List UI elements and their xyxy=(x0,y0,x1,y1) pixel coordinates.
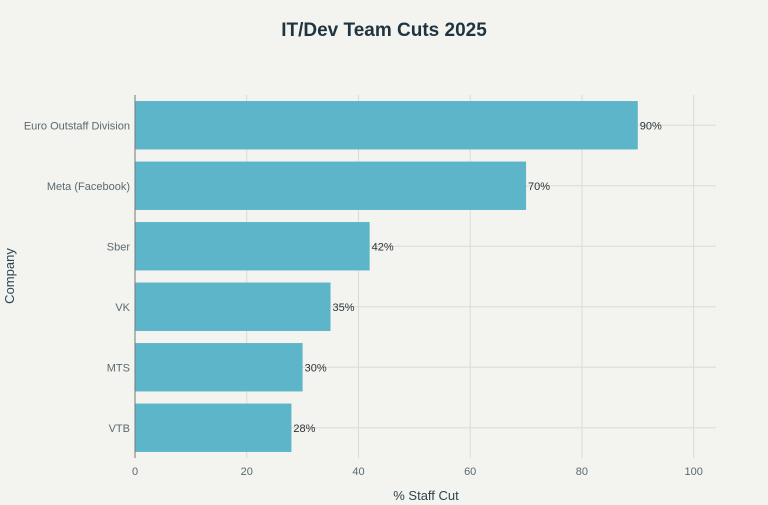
bar xyxy=(135,161,527,210)
bar xyxy=(135,222,370,271)
bar xyxy=(135,343,303,392)
category-label: Sber xyxy=(107,241,131,253)
data-label: 30% xyxy=(305,362,327,374)
x-tick-label: 40 xyxy=(352,466,364,478)
labels: 0 20 40 60 80 100 Euro Outstaff Division 90% Met… xyxy=(24,120,703,478)
category-label: Meta (Facebook) xyxy=(47,181,130,193)
y-axis-title: Company xyxy=(2,248,17,304)
data-label: 35% xyxy=(333,302,355,314)
data-label: 90% xyxy=(640,120,662,132)
data-label: 42% xyxy=(372,241,394,253)
data-label: 28% xyxy=(293,423,315,435)
x-axis-title: % Staff Cut xyxy=(393,488,459,503)
x-tick-label: 20 xyxy=(241,466,253,478)
x-tick-label: 80 xyxy=(576,466,588,478)
x-tick-label: 0 xyxy=(132,466,138,478)
x-tick-label: 60 xyxy=(464,466,476,478)
category-label: VTB xyxy=(109,423,130,435)
category-label: MTS xyxy=(107,362,130,374)
x-tick-label: 100 xyxy=(684,466,702,478)
chart-title: IT/Dev Team Cuts 2025 xyxy=(281,20,487,41)
category-label: VK xyxy=(115,302,130,314)
bar xyxy=(135,282,331,331)
bar xyxy=(135,403,292,452)
category-label: Euro Outstaff Division xyxy=(24,120,130,132)
bar xyxy=(135,101,638,150)
bars xyxy=(135,101,638,452)
data-label: 70% xyxy=(528,181,550,193)
